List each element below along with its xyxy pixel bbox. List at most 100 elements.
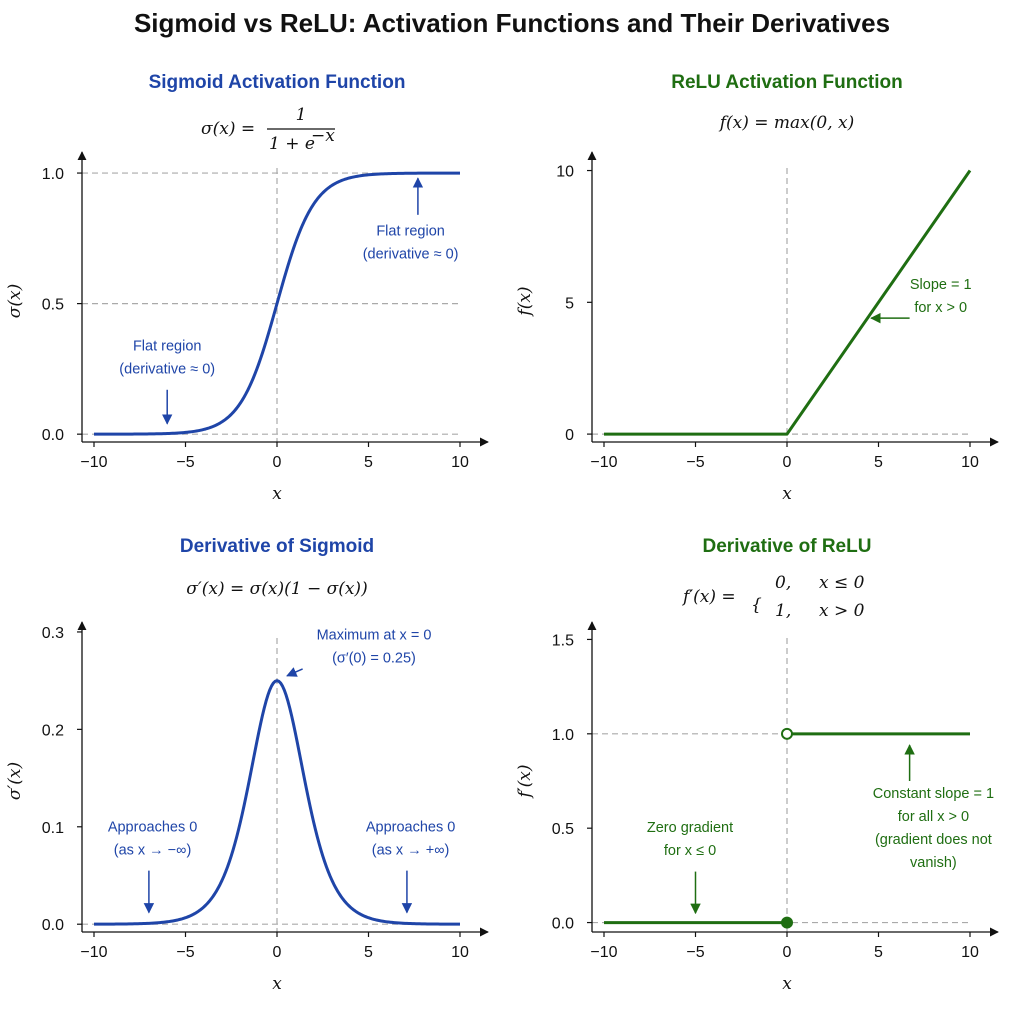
series-line-0 — [94, 171, 460, 436]
formula: σ′(x) = σ(x)(1 − σ(x)) — [186, 579, 367, 599]
panel-title: Sigmoid Activation Function — [149, 72, 406, 93]
annotation-text: (as x → +∞) — [372, 843, 450, 859]
formula-brace: { — [751, 595, 762, 615]
x-axis-label: x — [272, 484, 282, 504]
x-tick-label: 5 — [364, 454, 373, 471]
x-tick-label: 10 — [451, 944, 469, 961]
x-axis-label: x — [782, 484, 792, 504]
annotation-text: Constant slope = 1 — [873, 786, 994, 802]
x-tick-label: 10 — [451, 454, 469, 471]
x-tick-label: 0 — [273, 454, 282, 471]
y-tick-label: 0.1 — [42, 820, 64, 837]
x-tick-label: 5 — [874, 944, 883, 961]
x-axis-label: x — [782, 974, 792, 994]
y-tick-label: 1.0 — [552, 727, 574, 744]
x-tick-label: −10 — [590, 454, 617, 471]
filled-point — [781, 916, 793, 929]
annotation-text: for x ≤ 0 — [664, 843, 716, 859]
annotation-text: vanish) — [910, 855, 957, 871]
formula: f′(x) = {0, x ≤ 0 1, x > 0 — [681, 573, 865, 621]
annotation: Slope = 1 for x > 0 — [870, 277, 972, 324]
chart-panel-sigmoid-derivative: Derivative of Sigmoid σ′(x) = σ(x)(1 − σ(… — [5, 536, 489, 994]
chart-panel-relu-derivative: Derivative of ReLU f′(x) = {0, x ≤ 0 1, x > 0… — [515, 536, 999, 994]
formula-case1-condition: x ≤ 0 — [819, 573, 865, 593]
formula-case2-value: 1, — [775, 601, 791, 621]
annotation: Maximum at x = 0 (σ′(0) = 0.25) — [286, 628, 432, 677]
y-tick-label: 0.0 — [42, 427, 64, 444]
annotation: Approaches 0 (as x → +∞) — [366, 820, 455, 914]
formula-lhs: σ(x) = — [201, 119, 255, 139]
panel-title: Derivative of Sigmoid — [180, 536, 374, 557]
x-tick-label: −10 — [590, 944, 617, 961]
annotation-text: for x > 0 — [914, 300, 967, 316]
annotation-text: Zero gradient — [647, 820, 733, 836]
x-tick-label: −5 — [686, 454, 704, 471]
formula-denominator: 1 + e — [269, 134, 315, 154]
x-tick-label: 5 — [364, 944, 373, 961]
y-tick-label: 1.0 — [42, 166, 64, 183]
y-tick-label: 1.5 — [552, 632, 574, 649]
formula-lhs: f′(x) = — [681, 587, 736, 607]
x-tick-label: −5 — [176, 454, 194, 471]
annotation-text: Approaches 0 — [366, 820, 455, 836]
y-axis-label: σ(x) — [5, 284, 25, 318]
x-tick-label: 10 — [961, 944, 979, 961]
formula: f(x) = max(0, x) — [718, 113, 855, 133]
annotation-text: Flat region — [376, 224, 445, 240]
y-tick-label: 5 — [565, 295, 574, 312]
x-tick-label: 0 — [273, 944, 282, 961]
open-point — [781, 727, 793, 740]
annotation: Zero gradient for x ≤ 0 — [647, 820, 733, 915]
y-tick-label: 0.3 — [42, 625, 64, 642]
y-tick-label: 0.0 — [552, 916, 574, 933]
formula-text: f(x) = max(0, x) — [718, 113, 855, 133]
formula-case2-condition: x > 0 — [819, 601, 865, 621]
y-axis-label: f(x) — [515, 286, 535, 317]
x-tick-label: 5 — [874, 454, 883, 471]
figure-title: Sigmoid vs ReLU: Activation Functions an… — [133, 8, 891, 38]
chart-panel-relu: ReLU Activation Function f(x) = max(0, x)… — [515, 72, 999, 504]
y-axis-label: σ′(x) — [5, 762, 25, 800]
series-line-0 — [94, 679, 460, 926]
formula-text: σ′(x) = σ(x)(1 − σ(x)) — [186, 579, 367, 599]
annotation-text: Maximum at x = 0 — [317, 628, 432, 644]
annotation-text: Slope = 1 — [910, 277, 972, 293]
formula-case1-value: 0, — [775, 573, 791, 593]
annotation: Constant slope = 1 for all x > 0 (gradient… — [873, 744, 994, 871]
y-tick-label: 0.2 — [42, 722, 64, 739]
annotation-text: Approaches 0 — [108, 820, 197, 836]
annotation: Flat region (derivative ≈ 0) — [119, 339, 215, 425]
annotation-text: (σ′(0) = 0.25) — [332, 651, 416, 667]
annotation-text: (as x → −∞) — [114, 843, 192, 859]
formula-exponent: −x — [311, 126, 335, 146]
x-tick-label: 0 — [783, 944, 792, 961]
x-tick-label: −10 — [80, 454, 107, 471]
panel-title: Derivative of ReLU — [703, 536, 872, 557]
x-tick-label: −5 — [686, 944, 704, 961]
annotation-text: Flat region — [133, 339, 202, 355]
annotation-arrow — [286, 667, 303, 677]
annotation-text: (derivative ≈ 0) — [363, 247, 459, 263]
formula: σ(x) = 1 1 + e−x — [201, 105, 335, 154]
series-line-0 — [604, 169, 972, 436]
x-tick-label: 10 — [961, 454, 979, 471]
annotation-text: for all x > 0 — [898, 809, 969, 825]
annotation: Flat region (derivative ≈ 0) — [363, 177, 459, 263]
y-tick-label: 10 — [556, 164, 574, 181]
annotation: Approaches 0 (as x → −∞) — [108, 820, 197, 914]
y-axis-label: f′(x) — [515, 764, 535, 799]
annotation-text: (derivative ≈ 0) — [119, 362, 215, 378]
y-tick-label: 0.0 — [42, 917, 64, 934]
x-axis-label: x — [272, 974, 282, 994]
y-tick-label: 0.5 — [42, 297, 64, 314]
x-tick-label: −5 — [176, 944, 194, 961]
y-tick-label: 0 — [565, 427, 574, 444]
x-tick-label: −10 — [80, 944, 107, 961]
x-tick-label: 0 — [783, 454, 792, 471]
annotation-text: (gradient does not — [875, 832, 992, 848]
panel-title: ReLU Activation Function — [671, 72, 903, 93]
y-tick-label: 0.5 — [552, 821, 574, 838]
formula-numerator: 1 — [296, 105, 307, 125]
